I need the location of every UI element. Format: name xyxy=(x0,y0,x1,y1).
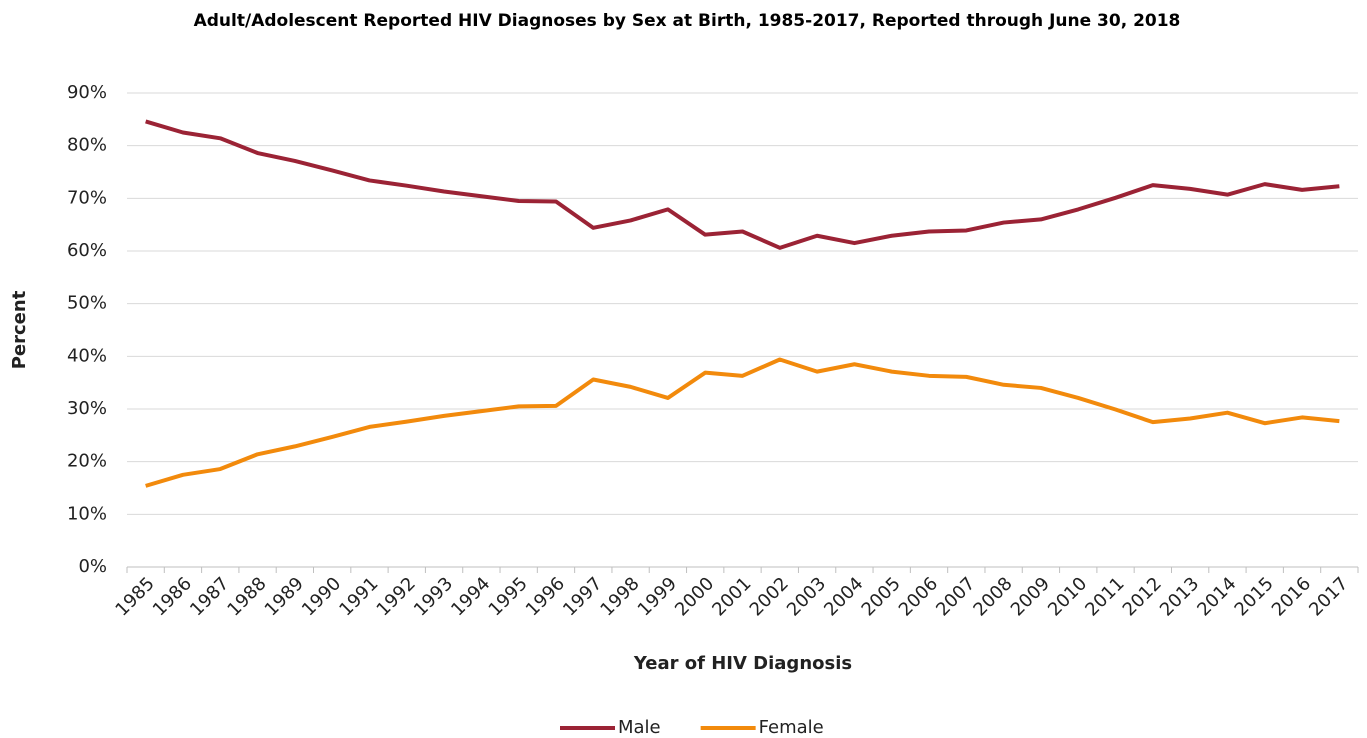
x-tick-label: 2011 xyxy=(1081,573,1128,620)
x-tick-label: 1994 xyxy=(447,573,494,620)
y-tick-label: 10% xyxy=(67,503,107,524)
x-tick-label: 1996 xyxy=(522,573,569,620)
y-axis-title: Percent xyxy=(9,290,30,369)
y-tick-label: 0% xyxy=(78,556,107,577)
x-tick-label: 2017 xyxy=(1305,573,1352,620)
x-tick-label: 2016 xyxy=(1268,573,1315,620)
line-series xyxy=(145,119,1340,250)
y-tick-label: 60% xyxy=(67,240,107,261)
line-series xyxy=(145,357,1340,488)
x-tick-label: 1985 xyxy=(111,573,158,620)
x-tick-label: 2010 xyxy=(1044,573,1091,620)
x-tick-label: 1989 xyxy=(261,573,308,620)
x-tick-label: 1993 xyxy=(410,573,457,620)
x-tick-label: 1992 xyxy=(373,573,420,620)
x-tick-label: 2002 xyxy=(746,573,793,620)
x-tick-label: 2005 xyxy=(858,573,905,620)
x-tick-label: 2001 xyxy=(708,573,755,620)
x-tick-label: 1986 xyxy=(149,573,196,620)
x-tick-label: 1987 xyxy=(186,573,233,620)
y-tick-label: 40% xyxy=(67,345,107,366)
legend-label: Male xyxy=(618,717,661,738)
x-tick-label: 2009 xyxy=(1007,573,1054,620)
x-tick-label: 1998 xyxy=(596,573,643,620)
x-tick-label: 2003 xyxy=(783,573,830,620)
x-tick-label: 1990 xyxy=(298,573,345,620)
x-tick-label: 1991 xyxy=(335,573,382,620)
y-tick-label: 30% xyxy=(67,398,107,419)
x-tick-label: 2015 xyxy=(1231,573,1278,620)
x-tick-label: 1988 xyxy=(223,573,270,620)
x-tick-label: 1999 xyxy=(634,573,681,620)
x-tick-label: 2014 xyxy=(1193,573,1240,620)
y-tick-label: 90% xyxy=(67,82,107,103)
x-tick-label: 2012 xyxy=(1119,573,1166,620)
legend-label: Female xyxy=(759,717,824,738)
chart-title: Adult/Adolescent Reported HIV Diagnoses … xyxy=(193,11,1181,31)
x-tick-label: 2006 xyxy=(895,573,942,620)
y-tick-label: 20% xyxy=(67,451,107,472)
x-tick-label: 2008 xyxy=(969,573,1016,620)
y-tick-label: 80% xyxy=(67,135,107,156)
x-tick-label: 2000 xyxy=(671,573,718,620)
x-tick-label: 1997 xyxy=(559,573,606,620)
x-tick-label: 1995 xyxy=(485,573,532,620)
x-tick-label: 2013 xyxy=(1156,573,1203,620)
x-axis-title: Year of HIV Diagnosis xyxy=(633,653,852,674)
y-tick-label: 70% xyxy=(67,187,107,208)
x-tick-label: 2007 xyxy=(932,573,979,620)
y-tick-label: 50% xyxy=(67,293,107,314)
x-tick-label: 2004 xyxy=(820,573,867,620)
